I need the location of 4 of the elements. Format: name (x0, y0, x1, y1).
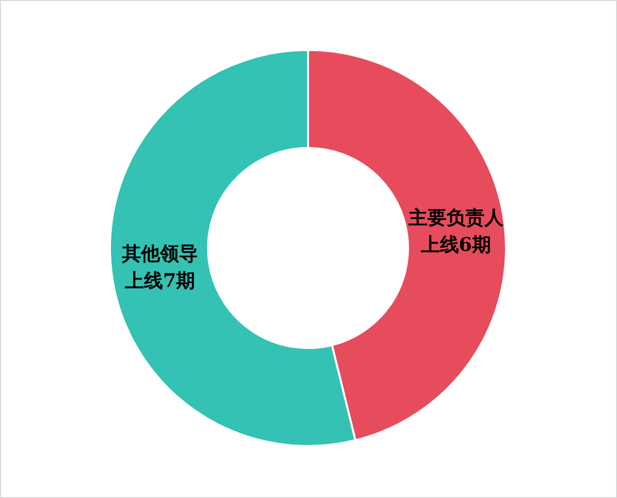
data-label: 上线7期 (124, 270, 196, 292)
slice-label: 其他领导 (121, 242, 198, 265)
data-label: 上线6期 (420, 234, 492, 256)
slice-label: 主要负责人 (407, 207, 504, 230)
